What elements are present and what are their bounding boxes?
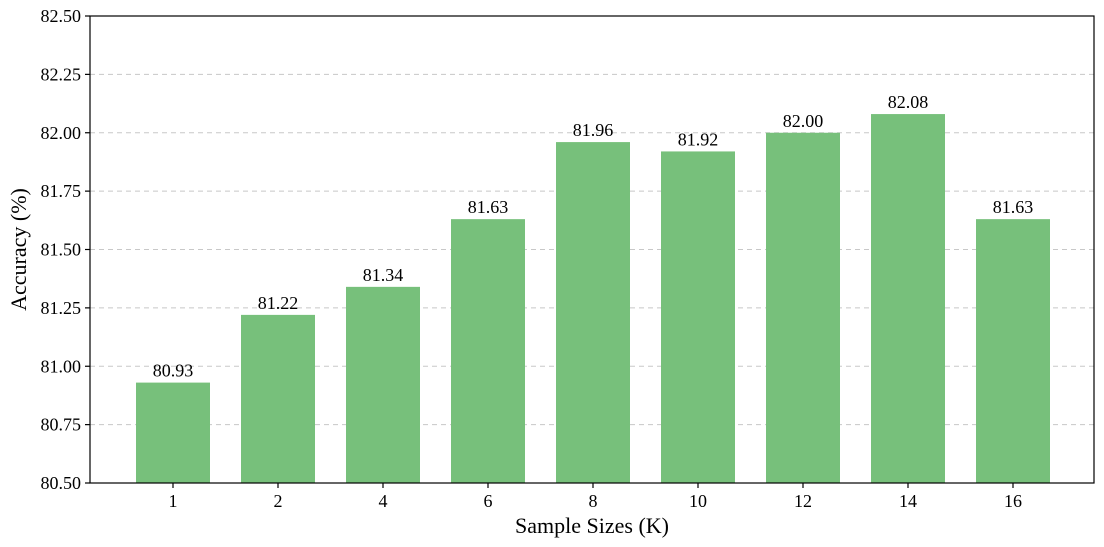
x-tick-label: 16 bbox=[1004, 491, 1022, 511]
bars bbox=[136, 114, 1050, 483]
y-tick-label: 81.50 bbox=[41, 240, 82, 260]
y-tick-label: 81.25 bbox=[41, 298, 82, 318]
bar bbox=[661, 151, 735, 483]
y-axis-ticks: 80.50 80.75 81.00 81.25 81.50 81.75 82.00 82.25… bbox=[41, 6, 90, 493]
y-tick-label: 81.75 bbox=[41, 181, 82, 201]
bar bbox=[976, 219, 1050, 483]
x-tick-label: 10 bbox=[689, 491, 707, 511]
bar bbox=[766, 132, 840, 483]
y-tick-label: 80.75 bbox=[41, 415, 82, 435]
y-tick-label: 80.50 bbox=[41, 473, 82, 493]
bar-value-label: 81.92 bbox=[678, 129, 719, 149]
bar bbox=[556, 142, 630, 483]
bar-value-label: 81.22 bbox=[258, 293, 299, 313]
x-tick-label: 1 bbox=[169, 491, 178, 511]
bar-value-label: 82.00 bbox=[783, 111, 824, 131]
x-tick-label: 6 bbox=[484, 491, 493, 511]
x-axis-ticks: 1 2 4 6 8 10 12 14 16 bbox=[169, 483, 1022, 511]
y-tick-label: 82.50 bbox=[41, 6, 82, 26]
x-tick-label: 2 bbox=[274, 491, 283, 511]
bar bbox=[451, 219, 525, 483]
bar-value-label: 81.63 bbox=[468, 197, 509, 217]
x-tick-label: 4 bbox=[379, 491, 388, 511]
bar-value-label: 81.63 bbox=[993, 197, 1034, 217]
y-tick-label: 81.00 bbox=[41, 356, 82, 376]
bar-value-label: 80.93 bbox=[153, 361, 194, 381]
data-labels: 80.93 81.22 81.34 81.63 81.96 81.92 82.00 82.08… bbox=[153, 92, 1034, 381]
x-tick-label: 8 bbox=[589, 491, 598, 511]
y-tick-label: 82.00 bbox=[41, 123, 82, 143]
bar-value-label: 81.96 bbox=[573, 120, 614, 140]
y-axis-title: Accuracy (%) bbox=[6, 188, 31, 311]
bar bbox=[241, 314, 315, 483]
bar-value-label: 81.34 bbox=[363, 265, 404, 285]
y-tick-label: 82.25 bbox=[41, 64, 82, 84]
bar bbox=[871, 114, 945, 483]
x-axis-title: Sample Sizes (K) bbox=[515, 513, 669, 538]
bar bbox=[136, 382, 210, 483]
x-tick-label: 14 bbox=[899, 491, 917, 511]
bar bbox=[346, 286, 420, 483]
x-tick-label: 12 bbox=[794, 491, 812, 511]
bar-value-label: 82.08 bbox=[888, 92, 929, 112]
